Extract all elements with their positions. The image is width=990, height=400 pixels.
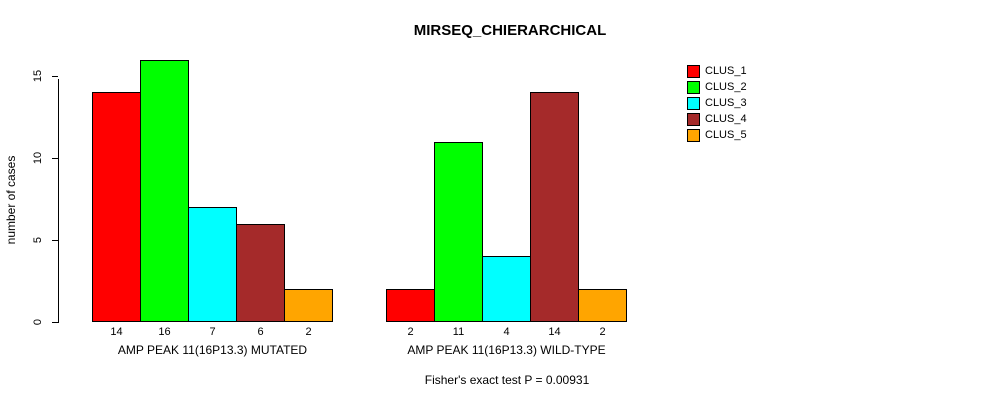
bar-clus_3-group1: [188, 207, 237, 322]
legend-label: CLUS_4: [705, 113, 747, 125]
legend-label: CLUS_3: [705, 97, 747, 109]
bar-clus_1-group1: [92, 92, 141, 322]
y-axis-tick: [52, 240, 58, 241]
legend-item-clus_3: CLUS_3: [687, 97, 747, 110]
bar-value-label: 6: [257, 326, 264, 338]
y-axis-tick-label: 15: [32, 69, 44, 83]
bar-value-label: 14: [110, 326, 123, 338]
y-axis-tick-label: 0: [32, 318, 44, 326]
legend-item-clus_1: CLUS_1: [687, 65, 747, 78]
y-axis-label: number of cases: [4, 155, 18, 245]
bar-clus_1-group2: [386, 289, 435, 322]
x-category-label: AMP PEAK 11(16P13.3) MUTATED: [117, 343, 308, 357]
legend-item-clus_5: CLUS_5: [687, 129, 747, 142]
bar-clus_4-group1: [236, 224, 285, 322]
legend-item-clus_2: CLUS_2: [687, 81, 747, 94]
bar-value-label: 16: [158, 326, 171, 338]
bar-value-label: 2: [305, 326, 312, 338]
fisher-test-annotation: Fisher's exact test P = 0.00931: [424, 373, 590, 387]
x-category-label: AMP PEAK 11(16P13.3) WILD-TYPE: [407, 343, 606, 357]
legend-color-swatch: [687, 81, 700, 94]
bar-clus_2-group2: [434, 142, 483, 322]
legend-color-swatch: [687, 97, 700, 110]
bar-value-label: 14: [548, 326, 561, 338]
legend-color-swatch: [687, 65, 700, 78]
y-axis-tick-label: 5: [32, 236, 44, 244]
legend-color-swatch: [687, 129, 700, 142]
y-axis-tick: [52, 158, 58, 159]
chart-title: MIRSEQ_CHIERARCHICAL: [413, 22, 607, 39]
bar-value-label: 7: [209, 326, 216, 338]
bar-clus_3-group2: [482, 256, 531, 322]
bar-clus_5-group1: [284, 289, 333, 322]
bar-value-label: 11: [452, 326, 465, 338]
legend-item-clus_4: CLUS_4: [687, 113, 747, 126]
bar-value-label: 2: [407, 326, 414, 338]
legend-color-swatch: [687, 113, 700, 126]
y-axis-tick: [52, 322, 58, 323]
bar-clus_4-group2: [530, 92, 579, 322]
y-axis-tick: [52, 76, 58, 77]
y-axis-line: [58, 79, 59, 323]
bar-clus_2-group1: [140, 60, 189, 322]
legend-label: CLUS_5: [705, 129, 747, 141]
bar-value-label: 4: [503, 326, 510, 338]
bar-clus_5-group2: [578, 289, 627, 322]
bar-value-label: 2: [599, 326, 606, 338]
y-axis-tick-label: 10: [32, 151, 44, 165]
legend-label: CLUS_2: [705, 81, 747, 93]
legend-label: CLUS_1: [705, 65, 747, 77]
